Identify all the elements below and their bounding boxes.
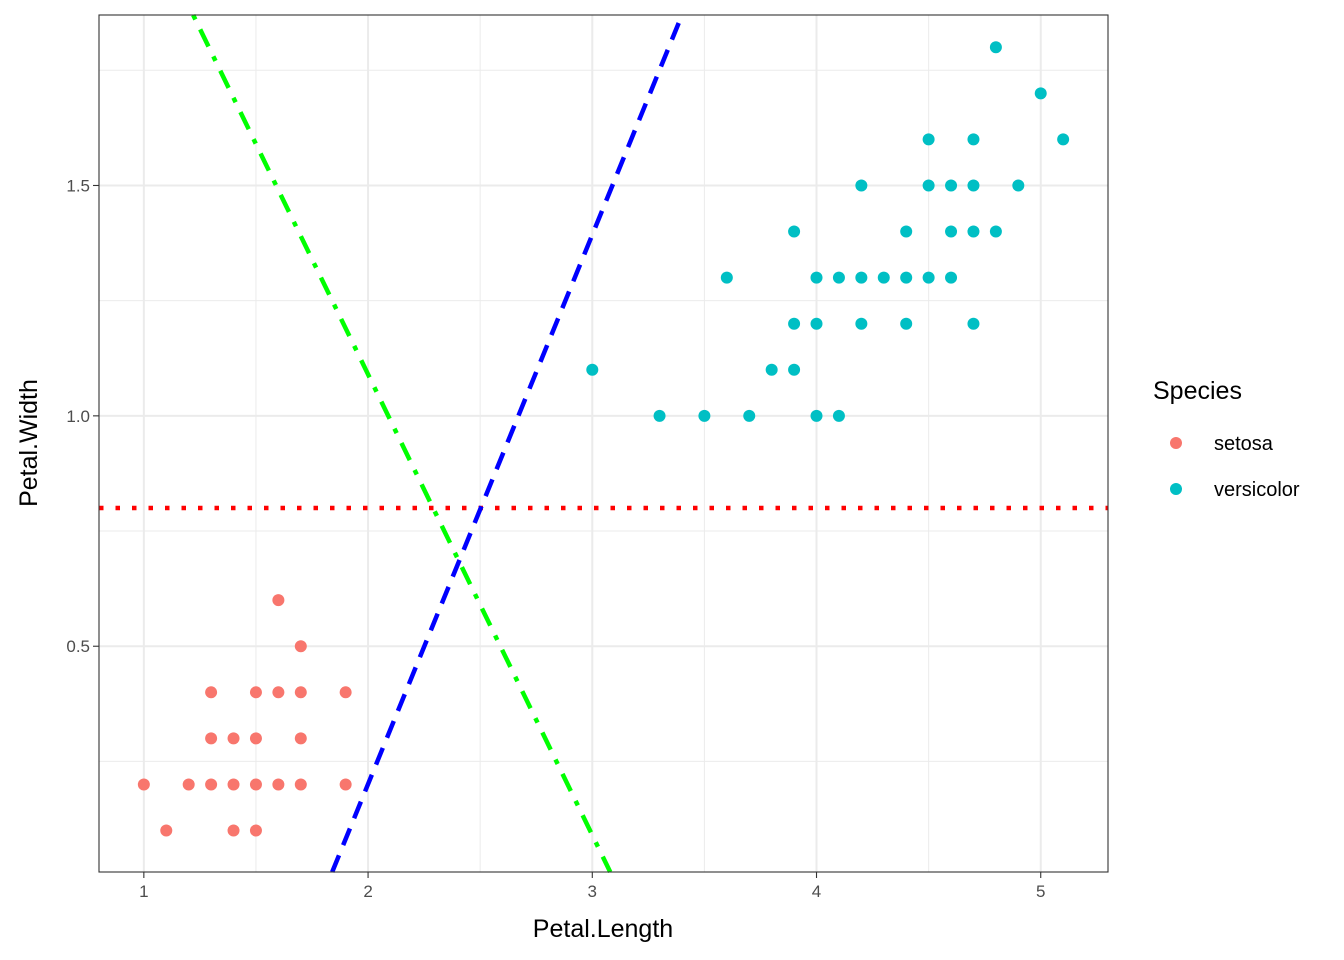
point-versicolor [922,271,935,284]
point-setosa [294,686,307,699]
point-versicolor [765,363,778,376]
x-tick-label: 3 [588,882,597,901]
grid-major [99,15,1108,872]
point-versicolor [989,41,1002,54]
point-versicolor [810,317,823,330]
point-versicolor [855,179,868,192]
reference-lines [99,14,1108,873]
panel-border [98,14,1109,873]
point-versicolor [922,179,935,192]
point-setosa [205,732,218,745]
point-versicolor [788,363,801,376]
point-setosa [339,778,352,791]
point-versicolor [1012,179,1025,192]
point-versicolor [1034,87,1047,100]
x-tick-label: 1 [139,882,148,901]
point-versicolor [788,225,801,238]
point-versicolor [586,363,599,376]
point-versicolor [922,133,935,146]
point-versicolor [967,225,980,238]
point-versicolor [832,271,845,284]
point-versicolor [967,179,980,192]
legend-items: setosa versicolor [1170,433,1300,501]
point-versicolor [900,225,913,238]
legend-title: Species [1153,377,1242,405]
point-setosa [294,778,307,791]
point-setosa [339,686,352,699]
x-axis-title: Petal.Length [533,915,673,943]
point-versicolor [743,409,756,422]
point-versicolor [832,409,845,422]
point-versicolor [945,225,958,238]
point-setosa [249,686,262,699]
point-setosa [249,732,262,745]
point-versicolor [1057,133,1070,146]
point-setosa [205,686,218,699]
legend-key-versicolor [1170,483,1182,495]
point-setosa [182,778,195,791]
x-axis-ticks: 1 2 3 4 5 [139,872,1045,901]
point-setosa [205,778,218,791]
point-versicolor [698,409,711,422]
point-setosa [272,778,285,791]
point-setosa [272,594,285,607]
point-versicolor [989,225,1002,238]
y-tick-label: 1.5 [66,176,90,195]
point-setosa [272,686,285,699]
point-setosa [249,778,262,791]
point-setosa [137,778,150,791]
reference-line-dashed [330,14,685,873]
legend: Species setosa versicolor [1153,377,1300,501]
point-versicolor [788,317,801,330]
point-versicolor [810,271,823,284]
x-tick-label: 4 [812,882,821,901]
point-setosa [294,640,307,653]
point-versicolor [855,317,868,330]
point-versicolor [877,271,890,284]
y-tick-label: 1.0 [66,407,90,426]
point-versicolor [945,179,958,192]
data-points [137,41,1070,837]
point-versicolor [653,409,666,422]
point-setosa [294,732,307,745]
point-setosa [227,732,240,745]
y-axis-title: Petal.Width [15,379,43,507]
y-tick-label: 0.5 [66,637,90,656]
reference-line-dotdash [191,14,613,873]
legend-label-versicolor: versicolor [1214,479,1300,501]
legend-label-setosa: setosa [1214,433,1274,455]
x-tick-label: 2 [363,882,372,901]
point-versicolor [855,271,868,284]
legend-key-setosa [1170,437,1182,449]
point-versicolor [967,317,980,330]
point-setosa [249,824,262,837]
point-versicolor [967,133,980,146]
y-axis-ticks: 0.5 1.0 1.5 [66,176,99,656]
point-setosa [160,824,173,837]
point-versicolor [900,317,913,330]
point-versicolor [945,271,958,284]
point-setosa [227,824,240,837]
point-versicolor [900,271,913,284]
point-setosa [227,778,240,791]
x-tick-label: 5 [1036,882,1045,901]
grid-minor [99,15,1108,872]
point-versicolor [720,271,733,284]
point-versicolor [810,409,823,422]
